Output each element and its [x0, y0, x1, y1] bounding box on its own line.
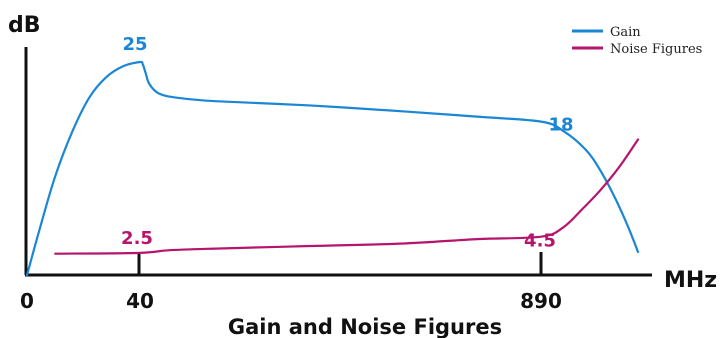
legend: Gain Noise Figures: [572, 25, 702, 57]
data-label-gain-25: 25: [122, 34, 147, 55]
chart-title: Gain and Noise Figures: [228, 315, 502, 338]
series-line-noise-figures: [54, 138, 640, 255]
annotation-layer: 25 18 2.5 4.5: [121, 34, 573, 252]
y-axis-label: dB: [8, 13, 41, 38]
legend-label-noise-figures: Noise Figures: [610, 42, 702, 57]
x-tick-label-0: 0: [20, 289, 34, 313]
data-label-noise-figures-4-5: 4.5: [524, 231, 556, 252]
data-label-noise-figures-2-5: 2.5: [121, 228, 153, 249]
x-ticks: 0 40 890: [20, 252, 562, 313]
series-layer: [25, 60, 640, 277]
data-label-gain-18: 18: [548, 115, 573, 136]
series-line-gain: [25, 60, 640, 277]
x-tick-label-890: 890: [520, 289, 562, 313]
legend-label-gain: Gain: [610, 25, 641, 40]
x-axis-label: MHz: [664, 268, 717, 293]
x-tick-label-40: 40: [126, 289, 154, 313]
